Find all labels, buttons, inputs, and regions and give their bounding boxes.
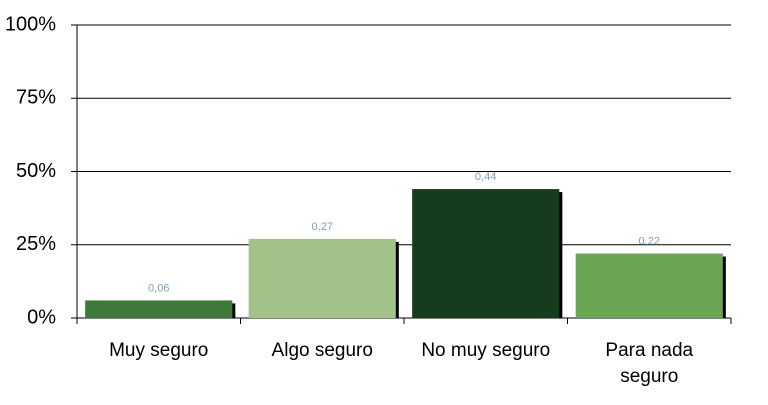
x-tick-label: Para nada seguro [605,340,694,387]
data-label: 0,06 [148,282,169,294]
y-tick-label: 100% [5,13,56,35]
x-tick-label: No muy seguro [421,340,551,361]
y-tick-label: 50% [16,160,56,182]
y-tick-label: 25% [16,233,56,255]
x-tick-label: Muy seguro [109,340,209,361]
x-tick-label: Algo seguro [271,340,373,361]
data-label: 0,27 [312,221,333,233]
bar [248,238,396,318]
bar [575,253,723,318]
bar [412,189,560,318]
data-label: 0,22 [639,235,660,247]
data-label: 0,44 [475,171,496,183]
bar [85,300,233,318]
y-tick-label: 75% [16,87,56,109]
y-tick-label: 0% [27,306,56,328]
